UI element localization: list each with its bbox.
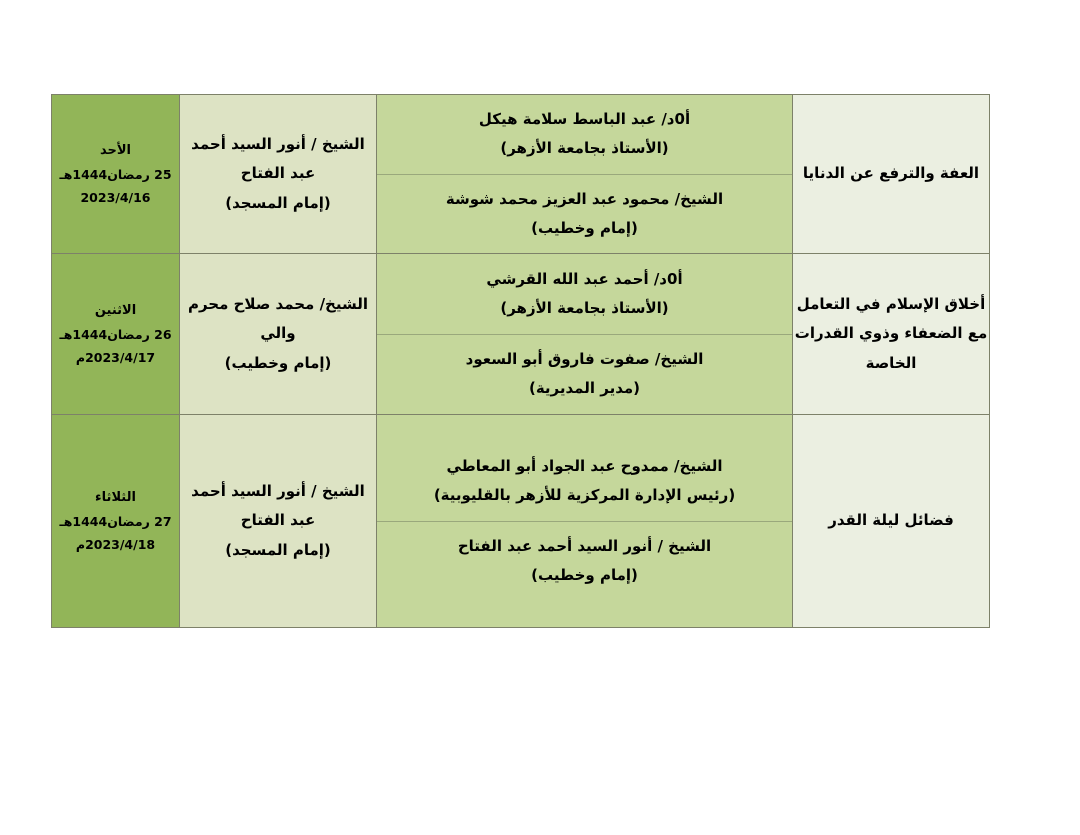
schedule-container: العفة والترفع عن الدنايا أ0د/ عبد الباسط… [51, 94, 990, 628]
speaker-title: (مدير المديرية) [528, 378, 641, 397]
imam-role: (إمام المسجد) [225, 193, 331, 212]
speaker-block: أ0د/ أحمد عبد الله القرشي (الأستاذ بجامع… [377, 255, 792, 335]
speaker-split-table: أ0د/ عبد الباسط سلامة هيكل (الأستاذ بجام… [377, 95, 792, 253]
topic-text: العفة والترفع عن الدنايا [802, 164, 980, 183]
hijri-date: 25 رمضان1444هـ [59, 166, 172, 182]
speaker-entry: الشيخ/ محمود عبد العزيز محمد شوشة (إمام … [377, 174, 792, 253]
speaker-name: أ0د/ أحمد عبد الله القرشي [486, 270, 683, 288]
imam-role: (إمام وخطيب) [224, 353, 332, 372]
imam-cell: الشيخ / أنور السيد أحمد عبد الفتاح (إمام… [179, 414, 377, 628]
day-name: الاثنين [94, 302, 137, 318]
speaker-title: (الأستاذ بجامعة الأزهر) [500, 299, 669, 318]
table-row: العفة والترفع عن الدنايا أ0د/ عبد الباسط… [51, 94, 990, 254]
date-cell: الثلاثاء 27 رمضان1444هـ 2023/4/18م [51, 414, 180, 628]
topic-text: فضائل ليلة القدر [828, 511, 954, 530]
speaker-name: الشيخ/ ممدوح عبد الجواد أبو المعاطي [446, 457, 723, 475]
day-name: الأحد [99, 142, 131, 158]
topic-cell: أخلاق الإسلام في التعامل مع الضعفاء وذوي… [792, 253, 990, 415]
imam-cell: الشيخ / أنور السيد أحمد عبد الفتاح (إمام… [179, 94, 377, 254]
gregorian-date: 2023/4/17م [75, 350, 156, 366]
speaker-name: الشيخ / أنور السيد أحمد عبد الفتاح [457, 536, 712, 555]
speaker-title: (رئيس الإدارة المركزية للأزهر بالقليوبية… [433, 486, 736, 505]
imam-name-line-1: الشيخ/ محمد صلاح محرم [187, 295, 369, 314]
imam-role: (إمام المسجد) [225, 540, 331, 559]
speaker-name: الشيخ/ صفوت فاروق أبو السعود [465, 349, 704, 368]
imam-name-line-1: الشيخ / أنور السيد أحمد [191, 135, 365, 154]
date-cell: الأحد 25 رمضان1444هـ 2023/4/16 [51, 94, 180, 254]
speaker-cell: أ0د/ عبد الباسط سلامة هيكل (الأستاذ بجام… [376, 94, 793, 254]
speaker-block: الشيخ/ محمود عبد العزيز محمد شوشة (إمام … [377, 174, 792, 253]
schedule-table: العفة والترفع عن الدنايا أ0د/ عبد الباسط… [51, 94, 990, 628]
hijri-date: 27 رمضان1444هـ [59, 513, 172, 529]
speaker-split-table: أ0د/ أحمد عبد الله القرشي (الأستاذ بجامع… [377, 255, 792, 413]
imam-name-line-2: عبد الفتاح [240, 164, 316, 183]
speaker-cell: أ0د/ أحمد عبد الله القرشي (الأستاذ بجامع… [376, 253, 793, 415]
imam-cell: الشيخ/ محمد صلاح محرم والي (إمام وخطيب) [179, 253, 377, 415]
topic-text: أخلاق الإسلام في التعامل مع الضعفاء وذوي… [794, 295, 988, 372]
speaker-block: الشيخ / أنور السيد أحمد عبد الفتاح (إمام… [377, 521, 792, 600]
speaker-entry: الشيخ / أنور السيد أحمد عبد الفتاح (إمام… [377, 521, 792, 600]
speaker-title: (إمام وخطيب) [531, 218, 638, 237]
speaker-entry: أ0د/ أحمد عبد الله القرشي (الأستاذ بجامع… [377, 255, 792, 335]
speaker-block: الشيخ/ صفوت فاروق أبو السعود (مدير المدي… [377, 334, 792, 413]
imam-name-line-2: عبد الفتاح [240, 511, 316, 530]
imam-name-line-1: الشيخ / أنور السيد أحمد [191, 482, 365, 501]
hijri-date: 26 رمضان1444هـ [59, 326, 172, 342]
speaker-entry: الشيخ/ ممدوح عبد الجواد أبو المعاطي (رئي… [377, 442, 792, 522]
speaker-split-table: الشيخ/ ممدوح عبد الجواد أبو المعاطي (رئي… [377, 442, 792, 600]
gregorian-date: 2023/4/18م [75, 537, 156, 553]
speaker-block: أ0د/ عبد الباسط سلامة هيكل (الأستاذ بجام… [377, 95, 792, 175]
table-row: فضائل ليلة القدر الشيخ/ ممدوح عبد الجواد… [51, 414, 990, 628]
speaker-entry: أ0د/ عبد الباسط سلامة هيكل (الأستاذ بجام… [377, 95, 792, 175]
gregorian-date: 2023/4/16 [80, 190, 151, 206]
speaker-name: الشيخ/ محمود عبد العزيز محمد شوشة [445, 189, 724, 208]
topic-cell: فضائل ليلة القدر [792, 414, 990, 628]
speaker-title: (الأستاذ بجامعة الأزهر) [500, 139, 669, 158]
date-cell: الاثنين 26 رمضان1444هـ 2023/4/17م [51, 253, 180, 415]
topic-cell: العفة والترفع عن الدنايا [792, 94, 990, 254]
imam-name-line-2: والي [260, 324, 296, 343]
day-name: الثلاثاء [95, 489, 136, 505]
speaker-entry: الشيخ/ صفوت فاروق أبو السعود (مدير المدي… [377, 334, 792, 413]
speaker-name: أ0د/ عبد الباسط سلامة هيكل [478, 110, 691, 128]
speaker-cell: الشيخ/ ممدوح عبد الجواد أبو المعاطي (رئي… [376, 414, 793, 628]
speaker-block: الشيخ/ ممدوح عبد الجواد أبو المعاطي (رئي… [377, 442, 792, 522]
table-row: أخلاق الإسلام في التعامل مع الضعفاء وذوي… [51, 253, 990, 415]
speaker-title: (إمام وخطيب) [531, 565, 638, 584]
